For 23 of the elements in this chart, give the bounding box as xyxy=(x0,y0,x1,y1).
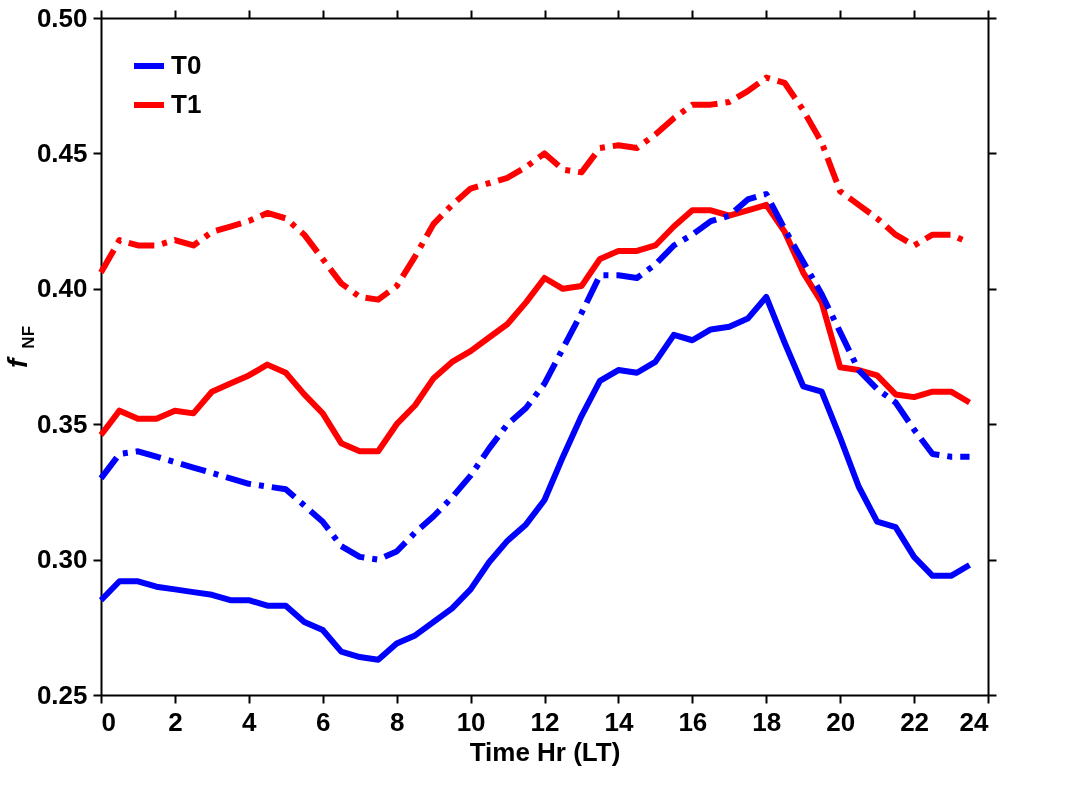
y-tick-label: 0.35 xyxy=(36,408,88,439)
y-tick-label: 0.45 xyxy=(36,137,88,168)
x-tick-label: 0 xyxy=(101,706,116,737)
y-axis-title: fNF xyxy=(2,325,38,368)
legend-label: T0 xyxy=(171,50,202,80)
x-tick-label: 24 xyxy=(959,706,990,737)
x-tick-label: 2 xyxy=(168,706,183,737)
x-tick-label: 8 xyxy=(389,706,405,737)
x-axis-title: Time Hr (LT) xyxy=(469,736,621,767)
y-tick-label: 0.50 xyxy=(36,2,88,33)
x-tick-label: 10 xyxy=(456,706,486,737)
x-tick-label: 12 xyxy=(530,706,560,737)
x-tick-label: 22 xyxy=(900,706,930,737)
x-tick-label: 14 xyxy=(604,706,634,737)
y-tick-label: 0.25 xyxy=(36,679,88,710)
x-tick-label: 20 xyxy=(826,706,856,737)
y-tick-label: 0.30 xyxy=(36,544,88,575)
x-tick-label: 16 xyxy=(678,706,708,737)
x-tick-label: 4 xyxy=(242,706,258,737)
legend-label: T1 xyxy=(171,89,202,119)
x-tick-label: 6 xyxy=(316,706,331,737)
x-tick-label: 18 xyxy=(752,706,782,737)
y-tick-label: 0.40 xyxy=(36,273,88,304)
